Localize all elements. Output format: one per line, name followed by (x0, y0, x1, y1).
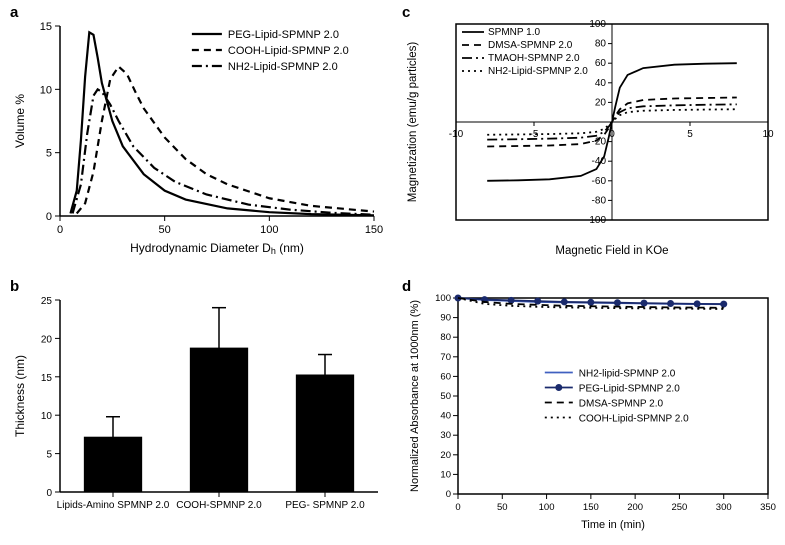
panel-c: c -10-50510-100-80-60-40-2020406080100Ma… (400, 4, 780, 262)
svg-text:40: 40 (595, 78, 607, 89)
svg-text:10: 10 (762, 129, 774, 140)
svg-text:30: 30 (440, 430, 451, 441)
svg-text:-60: -60 (592, 176, 607, 187)
svg-text:80: 80 (595, 39, 607, 50)
svg-text:-80: -80 (592, 195, 607, 206)
svg-text:25: 25 (41, 296, 53, 307)
svg-text:100: 100 (539, 502, 555, 513)
svg-text:300: 300 (716, 502, 732, 513)
svg-text:Lipids-Amino SPMNP 2.0: Lipids-Amino SPMNP 2.0 (57, 500, 170, 511)
svg-text:10: 10 (41, 411, 53, 422)
svg-text:PEG-Lipid-SPMNP 2.0: PEG-Lipid-SPMNP 2.0 (579, 383, 680, 394)
svg-text:10: 10 (40, 84, 52, 96)
chart-a: 0 50 100 150 0 5 10 15 Hydrodynamic Diameter Dh … (8, 4, 388, 262)
svg-text:Thickness (nm): Thickness (nm) (13, 355, 27, 437)
svg-text:NH2-Lipid-SPMNP 2.0: NH2-Lipid-SPMNP 2.0 (228, 61, 338, 73)
panel-d: d 0 50 100 150 200 250 300 350 0 10 20 30 40 50 60 70 80… (400, 278, 780, 536)
svg-text:200: 200 (627, 502, 643, 513)
svg-text:350: 350 (760, 502, 776, 513)
svg-text:60: 60 (595, 58, 607, 69)
svg-text:COOH-Lipid-SPMNP 2.0: COOH-Lipid-SPMNP 2.0 (579, 413, 689, 424)
svg-text:40: 40 (440, 411, 451, 422)
svg-text:0: 0 (455, 502, 460, 513)
svg-text:DMSA-SPMNP 2.0: DMSA-SPMNP 2.0 (488, 40, 573, 51)
svg-text:NH2-lipid-SPMNP 2.0: NH2-lipid-SPMNP 2.0 (579, 368, 676, 379)
svg-text:PEG-Lipid-SPMNP 2.0: PEG-Lipid-SPMNP 2.0 (228, 29, 339, 41)
svg-text:-10: -10 (449, 129, 464, 140)
svg-text:SPMNP 1.0: SPMNP 1.0 (488, 27, 540, 38)
svg-text:10: 10 (440, 469, 451, 480)
svg-text:80: 80 (440, 332, 451, 343)
svg-text:60: 60 (440, 371, 451, 382)
svg-text:100: 100 (260, 224, 278, 236)
svg-text:250: 250 (671, 502, 687, 513)
panel-d-label: d (402, 278, 411, 295)
svg-text:100: 100 (435, 293, 451, 304)
svg-text:50: 50 (440, 391, 451, 402)
svg-text:Hydrodynamic Diameter Dh (nm): Hydrodynamic Diameter Dh (nm) (130, 241, 304, 256)
svg-text:Magnetic Field in KOe: Magnetic Field in KOe (555, 245, 668, 257)
svg-text:COOH-Lipid-SPMNP 2.0: COOH-Lipid-SPMNP 2.0 (228, 45, 349, 57)
svg-text:5: 5 (46, 148, 52, 160)
svg-text:PEG- SPMNP 2.0: PEG- SPMNP 2.0 (285, 500, 365, 511)
chart-d: 0 50 100 150 200 250 300 350 0 10 20 30 40 50 60 70 80 90… (400, 278, 780, 536)
svg-text:5: 5 (687, 129, 693, 140)
svg-text:0: 0 (46, 211, 52, 223)
panel-b: b 0 5 10 15 20 25 Thickness (nm) Lipids-Amino S… (8, 278, 388, 536)
panel-a: a 0 50 100 150 0 5 10 15 Hydrodynamic Diameter D… (8, 4, 388, 262)
svg-text:Normalized Absorbance at 1000n: Normalized Absorbance at 1000nm (%) (409, 300, 421, 492)
svg-text:50: 50 (497, 502, 508, 513)
svg-text:0: 0 (57, 224, 63, 236)
svg-text:70: 70 (440, 352, 451, 363)
svg-text:50: 50 (159, 224, 171, 236)
svg-text:Time in (min): Time in (min) (581, 519, 645, 531)
svg-text:-100: -100 (586, 215, 606, 226)
svg-text:Magnetization (emu/g particles: Magnetization (emu/g particles) (407, 42, 419, 203)
svg-text:150: 150 (583, 502, 599, 513)
svg-text:150: 150 (365, 224, 383, 236)
svg-text:15: 15 (40, 21, 52, 33)
panel-a-label: a (10, 4, 18, 21)
panel-c-label: c (402, 4, 410, 21)
svg-text:0: 0 (446, 489, 451, 500)
svg-text:90: 90 (440, 313, 451, 324)
svg-text:5: 5 (46, 450, 52, 461)
svg-text:100: 100 (589, 19, 606, 30)
svg-text:COOH-SPMNP 2.0: COOH-SPMNP 2.0 (176, 500, 262, 511)
svg-text:20: 20 (595, 97, 607, 108)
svg-text:0: 0 (46, 488, 52, 499)
svg-text:20: 20 (41, 334, 53, 345)
svg-text:20: 20 (440, 450, 451, 461)
svg-text:Volume %: Volume % (13, 94, 27, 148)
chart-c: -10-50510-100-80-60-40-2020406080100Magn… (400, 4, 780, 262)
svg-text:DMSA-SPMNP 2.0: DMSA-SPMNP 2.0 (579, 398, 664, 409)
svg-text:15: 15 (41, 373, 53, 384)
panel-b-label: b (10, 278, 19, 295)
chart-b: 0 5 10 15 20 25 Thickness (nm) Lipids-Amino SPM… (8, 278, 388, 536)
svg-text:TMAOH-SPMNP 2.0: TMAOH-SPMNP 2.0 (488, 53, 580, 64)
svg-text:NH2-Lipid-SPMNP 2.0: NH2-Lipid-SPMNP 2.0 (488, 66, 588, 77)
